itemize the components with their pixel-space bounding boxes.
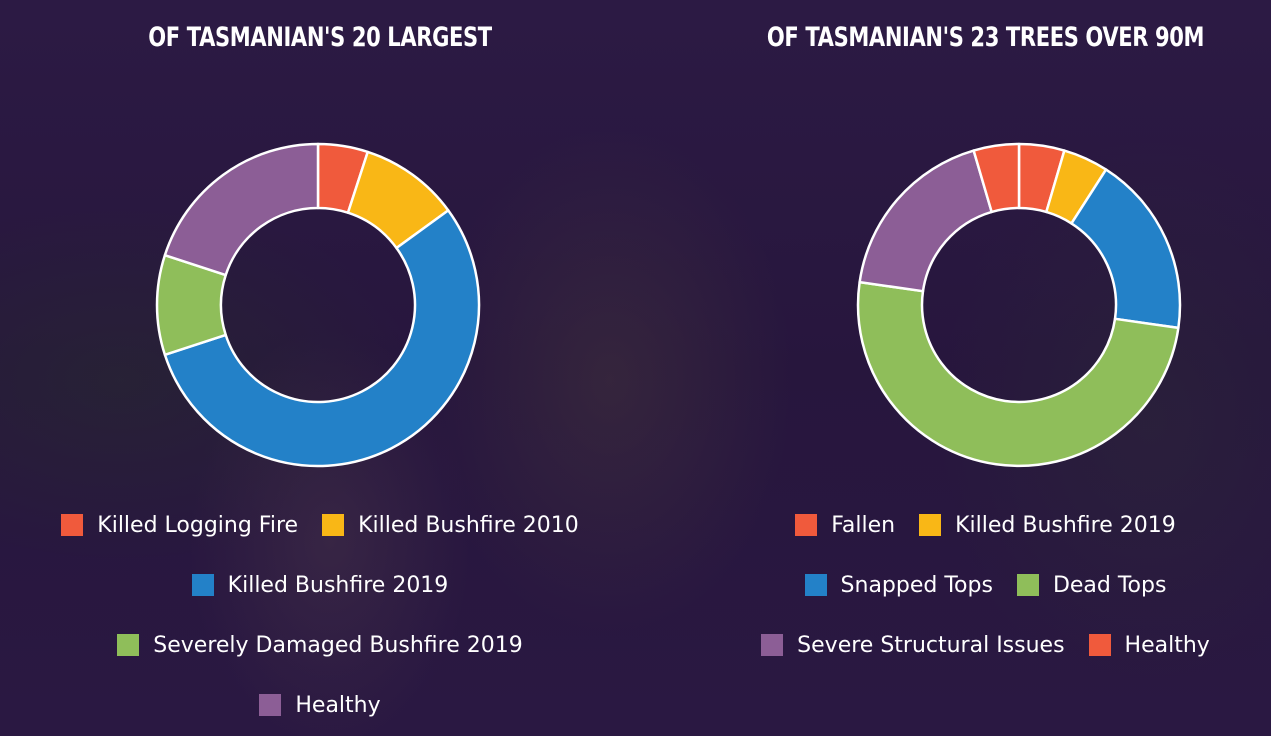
legend-item-killed-bushfire-2010[interactable]: Killed Bushfire 2010 [322, 513, 579, 538]
legend-swatch [804, 574, 827, 596]
legend-row: Severely Damaged Bushfire 2019 [0, 615, 640, 675]
legend-item-killed-logging-fire[interactable]: Killed Logging Fire [61, 513, 298, 538]
legend: Fallen Killed Bushfire 2019 Snapped Tops De… [700, 495, 1271, 675]
legend-label: Healthy [295, 692, 381, 718]
legend-row: Killed Logging Fire Killed Bushfire 2010 [0, 495, 640, 555]
legend-row: Healthy [0, 675, 640, 735]
legend-item-killed-bushfire-2019[interactable]: Killed Bushfire 2019 [919, 513, 1176, 538]
legend-label: Severely Damaged Bushfire 2019 [153, 632, 523, 658]
legend-swatch [117, 634, 140, 656]
legend-row: Snapped Tops Dead Tops [700, 555, 1271, 615]
legend-swatch [322, 514, 345, 536]
legend-row: Severe Structural Issues Healthy [700, 615, 1271, 675]
legend-swatch [1016, 574, 1039, 596]
donut-slice-severe-structural-issues[interactable] [858, 149, 993, 293]
legend-label: Healthy [1124, 632, 1210, 658]
legend-label: Killed Logging Fire [97, 512, 299, 538]
chart-panel-largest: OF TASMANIAN'S 20 LARGEST Killed Logging… [0, 22, 640, 735]
legend-item-severe-structural-issues[interactable]: Severe Structural Issues [761, 632, 1065, 658]
legend-label: Killed Bushfire 2010 [358, 512, 579, 538]
donut-slice-healthy[interactable] [972, 142, 1021, 214]
legend-swatch [919, 514, 942, 536]
legend-item-healthy[interactable]: Healthy [1088, 632, 1210, 658]
donut-slice-dead-tops[interactable] [856, 280, 1180, 468]
legend-item-fallen[interactable]: Fallen [795, 513, 895, 538]
legend-swatch [191, 574, 214, 596]
chart-title: OF TASMANIAN'S 23 TREES OVER 90M [766, 22, 1205, 53]
donut-chart [155, 142, 481, 468]
chart-title: OF TASMANIAN'S 20 LARGEST [148, 22, 492, 53]
legend-row: Killed Bushfire 2019 [0, 555, 640, 615]
donut-slice-healthy[interactable] [163, 142, 320, 277]
legend-swatch [1088, 634, 1111, 656]
legend-label: Fallen [831, 512, 896, 538]
legend-swatch [795, 514, 818, 536]
legend-swatch [259, 694, 282, 716]
legend-swatch [61, 514, 84, 536]
chart-panel-over-90m: OF TASMANIAN'S 23 TREES OVER 90M Fallen K… [700, 0, 1271, 736]
legend-label: Severe Structural Issues [797, 632, 1065, 658]
legend-label: Killed Bushfire 2019 [227, 572, 449, 598]
legend-item-snapped-tops[interactable]: Snapped Tops [804, 572, 993, 598]
legend-item-killed-bushfire-2019[interactable]: Killed Bushfire 2019 [191, 572, 449, 598]
legend-item-healthy[interactable]: Healthy [259, 692, 381, 718]
donut-chart [856, 142, 1182, 468]
legend-item-dead-tops[interactable]: Dead Tops [1016, 572, 1167, 598]
legend-label: Killed Bushfire 2019 [955, 512, 1176, 538]
legend-label: Dead Tops [1052, 572, 1167, 598]
donut-slice-killed-bushfire-2019[interactable] [163, 209, 481, 468]
legend-item-severely-damaged-bushfire-2019[interactable]: Severely Damaged Bushfire 2019 [117, 632, 523, 658]
legend-swatch [761, 634, 784, 656]
legend-row: Fallen Killed Bushfire 2019 [700, 495, 1271, 555]
legend: Killed Logging Fire Killed Bushfire 2010 K… [0, 495, 640, 735]
legend-label: Snapped Tops [840, 572, 993, 598]
